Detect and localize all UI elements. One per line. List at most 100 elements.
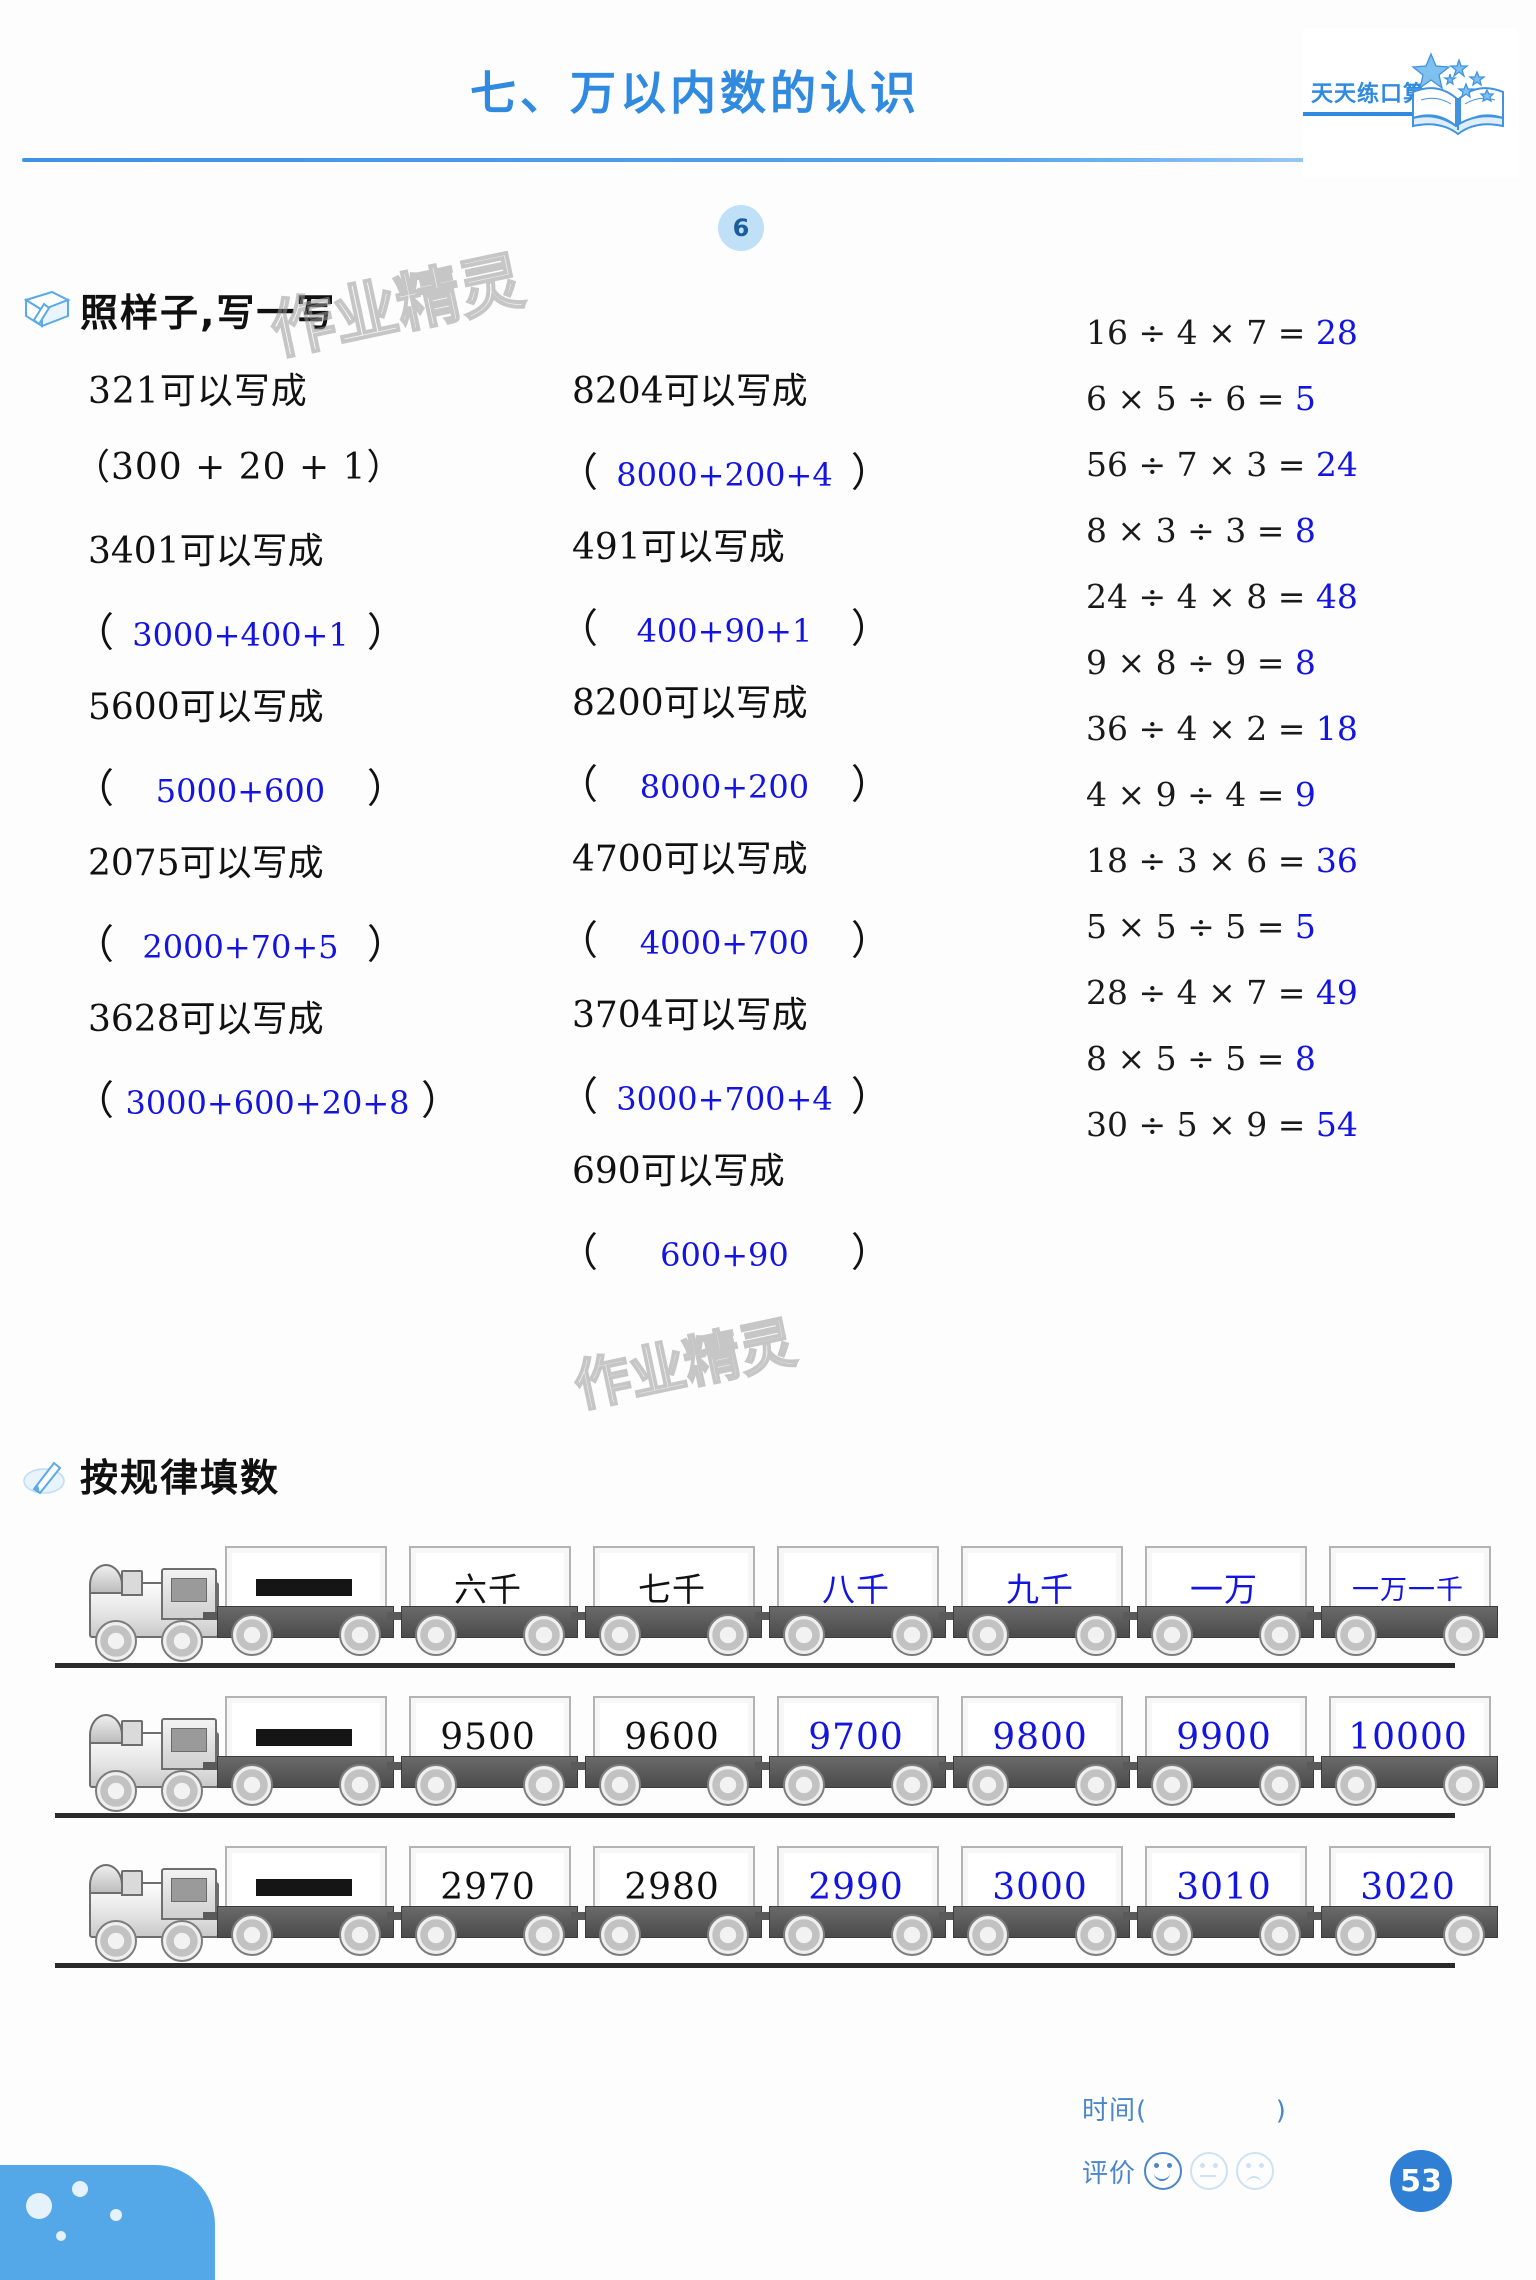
train-car-value[interactable]: 八千 bbox=[822, 1570, 890, 1609]
train-car-value[interactable]: 9700 bbox=[808, 1716, 904, 1758]
write-as-prompt: 690可以写成 bbox=[572, 1151, 785, 1192]
train-car-value[interactable]: 一万 bbox=[1190, 1570, 1258, 1609]
train-car[interactable] bbox=[203, 1546, 394, 1656]
close-paren: ） bbox=[366, 766, 407, 812]
calculation-result[interactable]: 48 bbox=[1315, 577, 1358, 616]
open-paren: （ bbox=[558, 1230, 598, 1276]
calculation-row[interactable]: 9 × 8 ÷ 9 = 8 bbox=[1086, 630, 1358, 696]
train-car[interactable]: 3010 bbox=[1123, 1846, 1314, 1956]
train-car[interactable]: 七千 bbox=[571, 1546, 762, 1656]
train-car[interactable]: 2990 bbox=[755, 1846, 946, 1956]
train-car-blank bbox=[225, 1850, 383, 1924]
smile-face-icon[interactable] bbox=[1144, 2152, 1183, 2190]
train-car-value[interactable]: 9800 bbox=[992, 1716, 1088, 1758]
train-car-value[interactable]: 3010 bbox=[1176, 1866, 1272, 1908]
train-car-value[interactable]: 九千 bbox=[1006, 1570, 1074, 1609]
calculation-result[interactable]: 8 bbox=[1294, 1039, 1316, 1078]
write-as-value[interactable]: 3000+600+20+8 bbox=[125, 1084, 410, 1122]
section1-heading: 照样子,写一写 bbox=[80, 291, 337, 335]
calculation-row[interactable]: 56 ÷ 7 × 3 = 24 bbox=[1086, 432, 1358, 498]
train-car-value[interactable]: 10000 bbox=[1348, 1716, 1468, 1758]
write-as-answer[interactable]: （ 3000+400+1 ） bbox=[74, 600, 407, 658]
calculation-result[interactable]: 8 bbox=[1294, 643, 1316, 682]
chinese-numeral-train: 六千 七千 八千 九千 一万 bbox=[55, 1528, 1498, 1678]
train-car[interactable]: 9800 bbox=[939, 1696, 1130, 1806]
train-car-value[interactable]: 一万一千 bbox=[1352, 1574, 1464, 1606]
train-car-value[interactable]: 2990 bbox=[808, 1866, 904, 1908]
sad-face-icon[interactable] bbox=[1236, 2152, 1275, 2190]
close-paren: ） bbox=[420, 1078, 461, 1124]
train-car[interactable]: 9700 bbox=[755, 1696, 946, 1806]
write-as-answer[interactable]: （ 8000+200 ） bbox=[558, 752, 891, 810]
calculation-result[interactable]: 8 bbox=[1294, 511, 1316, 550]
calculation-row[interactable]: 18 ÷ 3 × 6 = 36 bbox=[1086, 828, 1358, 894]
train-car[interactable]: 一万 bbox=[1123, 1546, 1314, 1656]
calculation-result[interactable]: 28 bbox=[1315, 313, 1358, 352]
train-car[interactable]: 2970 bbox=[387, 1846, 578, 1956]
train-car-value: 9500 bbox=[440, 1716, 536, 1758]
calculation-row[interactable]: 6 × 5 ÷ 6 = 5 bbox=[1086, 366, 1358, 432]
calculation-row[interactable]: 24 ÷ 4 × 8 = 48 bbox=[1086, 564, 1358, 630]
train-car[interactable]: 3020 bbox=[1307, 1846, 1498, 1956]
calculation-row[interactable]: 28 ÷ 4 × 7 = 49 bbox=[1086, 960, 1358, 1026]
write-as-answer[interactable]: （ 400+90+1 ） bbox=[558, 596, 891, 654]
evaluation-field[interactable]: 评价 bbox=[1082, 2152, 1275, 2190]
train-car-value[interactable]: 3020 bbox=[1360, 1866, 1456, 1908]
train-car[interactable]: 六千 bbox=[387, 1546, 578, 1656]
write-as-answer[interactable]: （ 5000+600 ） bbox=[74, 756, 407, 814]
train-car-value[interactable]: 9900 bbox=[1176, 1716, 1272, 1758]
write-as-prompt: 491可以写成 bbox=[572, 527, 785, 568]
calculation-result[interactable]: 24 bbox=[1315, 445, 1358, 484]
train-car[interactable]: 9500 bbox=[387, 1696, 578, 1806]
close-paren: ） bbox=[850, 918, 891, 964]
write-as-answer[interactable]: （ 3000+700+4 ） bbox=[558, 1064, 891, 1122]
calculation-row[interactable]: 36 ÷ 4 × 2 = 18 bbox=[1086, 696, 1358, 762]
train-car[interactable]: 3000 bbox=[939, 1846, 1130, 1956]
train-car[interactable]: 九千 bbox=[939, 1546, 1130, 1656]
train-car[interactable]: 9900 bbox=[1123, 1696, 1314, 1806]
write-as-value[interactable]: 2000+70+5 bbox=[142, 928, 339, 966]
calculation-row[interactable]: 16 ÷ 4 × 7 = 28 bbox=[1086, 300, 1358, 366]
write-as-answer[interactable]: （ 3000+600+20+8 ） bbox=[74, 1068, 461, 1126]
write-as-value[interactable]: 600+90 bbox=[660, 1236, 789, 1274]
close-paren: ） bbox=[850, 1230, 891, 1276]
time-field[interactable]: 时间( ) bbox=[1082, 2090, 1287, 2127]
open-paren: （ bbox=[558, 450, 598, 496]
close-paren: ） bbox=[366, 610, 407, 656]
write-as-answer[interactable]: （ 2000+70+5 ） bbox=[74, 912, 407, 970]
calculation-result[interactable]: 49 bbox=[1315, 973, 1358, 1012]
calculation-result[interactable]: 5 bbox=[1294, 907, 1316, 946]
calculation-row[interactable]: 5 × 5 ÷ 5 = 5 bbox=[1086, 894, 1358, 960]
calculation-row[interactable]: 8 × 3 ÷ 3 = 8 bbox=[1086, 498, 1358, 564]
write-as-value[interactable]: 8000+200 bbox=[639, 768, 810, 806]
train-car[interactable]: 八千 bbox=[755, 1546, 946, 1656]
train-car[interactable]: 2980 bbox=[571, 1846, 762, 1956]
write-as-answer[interactable]: （ 8000+200+4 ） bbox=[558, 440, 891, 498]
write-as-value[interactable]: 8000+200+4 bbox=[616, 456, 833, 494]
calculation-result[interactable]: 5 bbox=[1294, 379, 1316, 418]
train-car-value[interactable]: 3000 bbox=[992, 1866, 1088, 1908]
neutral-face-icon[interactable] bbox=[1190, 2152, 1229, 2190]
calculation-row[interactable]: 4 × 9 ÷ 4 = 9 bbox=[1086, 762, 1358, 828]
write-as-answer[interactable]: （ 4000+700 ） bbox=[558, 908, 891, 966]
write-as-value[interactable]: 400+90+1 bbox=[636, 612, 813, 650]
train-car[interactable]: 一万一千 bbox=[1307, 1546, 1498, 1656]
write-as-value[interactable]: 5000+600 bbox=[155, 772, 326, 810]
write-as-value[interactable]: 4000+700 bbox=[639, 924, 810, 962]
train-car[interactable] bbox=[203, 1846, 394, 1956]
write-as-value[interactable]: 3000+700+4 bbox=[616, 1080, 833, 1118]
calculation-row[interactable]: 30 ÷ 5 × 9 = 54 bbox=[1086, 1092, 1358, 1158]
train-car[interactable]: 9600 bbox=[571, 1696, 762, 1806]
train-car[interactable]: 10000 bbox=[1307, 1696, 1498, 1806]
calculation-result[interactable]: 54 bbox=[1315, 1105, 1358, 1144]
write-as-value[interactable]: 3000+400+1 bbox=[132, 616, 349, 654]
number-trains: 六千 七千 八千 九千 一万 bbox=[55, 1528, 1498, 1998]
calculation-result[interactable]: 36 bbox=[1315, 841, 1358, 880]
train-car[interactable] bbox=[203, 1696, 394, 1806]
page-number: 53 bbox=[1390, 2150, 1452, 2212]
page-header: 七、万以内数的认识 天天练口算 bbox=[0, 0, 1536, 251]
calculation-row[interactable]: 8 × 5 ÷ 5 = 8 bbox=[1086, 1026, 1358, 1092]
calculation-result[interactable]: 18 bbox=[1315, 709, 1358, 748]
calculation-result[interactable]: 9 bbox=[1294, 775, 1316, 814]
write-as-answer[interactable]: （ 600+90 ） bbox=[558, 1220, 891, 1278]
